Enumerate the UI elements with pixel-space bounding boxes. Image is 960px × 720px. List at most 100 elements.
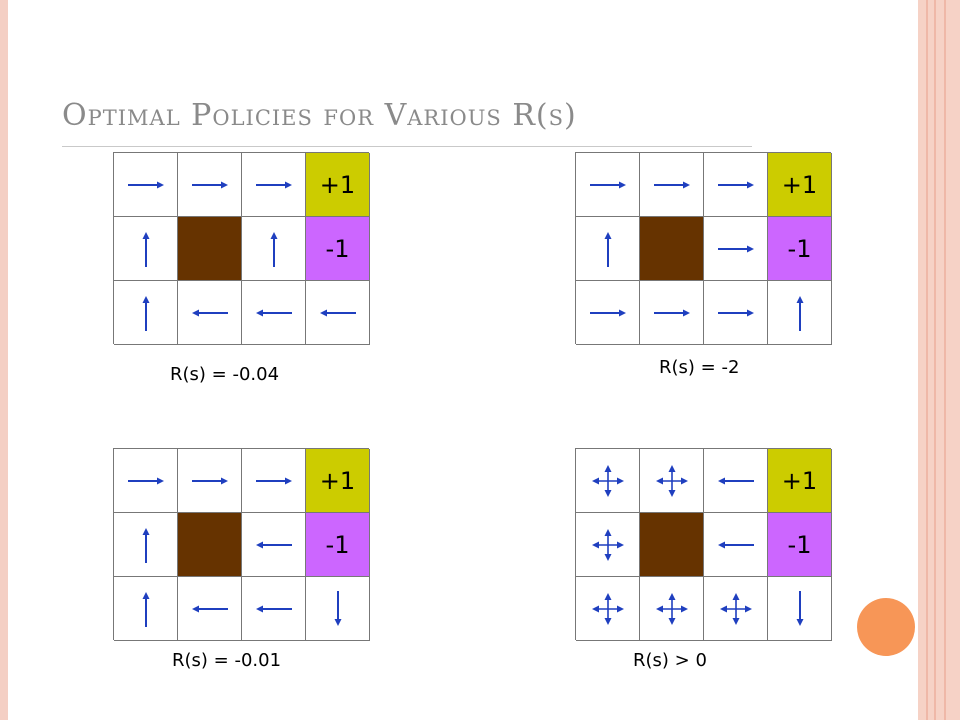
policy-cell [640, 449, 704, 513]
up-arrow-icon [114, 577, 178, 641]
wall-cell [178, 217, 242, 281]
policy-cell [178, 281, 242, 345]
reward-minus-label: -1 [325, 530, 350, 559]
policy-cell [704, 153, 768, 217]
grid-caption-4: R(s) > 0 [633, 650, 707, 671]
policy-cell [242, 281, 306, 345]
right-arrow-icon [242, 449, 306, 513]
right-arrow-icon [640, 281, 704, 345]
grid-caption-2: R(s) = -2 [659, 357, 740, 378]
decorative-orange-circle [857, 598, 915, 656]
policy-cell [242, 449, 306, 513]
policy-cell [704, 577, 768, 641]
left-frame-stripe [0, 0, 8, 720]
policy-cell [768, 281, 832, 345]
policy-cell [178, 577, 242, 641]
goal-cell-plus: +1 [306, 153, 370, 217]
reward-plus-label: +1 [781, 170, 818, 199]
policy-cell [576, 281, 640, 345]
policy-grid-3: +1 -1 [113, 448, 370, 641]
policy-cell [640, 577, 704, 641]
policy-cell [178, 449, 242, 513]
grid-caption-3: R(s) = -0.01 [172, 650, 282, 671]
wall-cell [640, 217, 704, 281]
right-arrow-icon [576, 281, 640, 345]
down-arrow-icon [306, 577, 370, 641]
right-arrow-icon [114, 153, 178, 217]
policy-cell [178, 153, 242, 217]
policy-cell [242, 217, 306, 281]
goal-cell-minus: -1 [306, 217, 370, 281]
policy-cell [576, 153, 640, 217]
right-arrow-icon [704, 217, 768, 281]
left-arrow-icon [242, 281, 306, 345]
policy-cell [114, 513, 178, 577]
left-arrow-icon [242, 577, 306, 641]
policy-cell [114, 153, 178, 217]
policy-cell [576, 449, 640, 513]
policy-cell [768, 577, 832, 641]
policy-cell [114, 217, 178, 281]
reward-plus-label: +1 [319, 466, 356, 495]
left-arrow-icon [306, 281, 370, 345]
policy-cell [242, 513, 306, 577]
goal-cell-minus: -1 [768, 217, 832, 281]
right-frame-stripes [918, 0, 960, 720]
goal-cell-plus: +1 [768, 153, 832, 217]
title-divider [62, 146, 752, 147]
goal-cell-plus: +1 [768, 449, 832, 513]
reward-minus-label: -1 [325, 234, 350, 263]
policy-cell [242, 577, 306, 641]
right-arrow-icon [178, 153, 242, 217]
up-arrow-icon [114, 217, 178, 281]
left-arrow-icon [242, 513, 306, 577]
policy-cell [640, 281, 704, 345]
right-arrow-icon [640, 153, 704, 217]
policy-cell [704, 449, 768, 513]
up-arrow-icon [114, 281, 178, 345]
right-arrow-icon [178, 449, 242, 513]
policy-cell [576, 577, 640, 641]
reward-minus-label: -1 [787, 530, 812, 559]
policy-cell [242, 153, 306, 217]
policy-cell [576, 513, 640, 577]
right-arrow-icon [114, 449, 178, 513]
policy-cell [306, 281, 370, 345]
four-way-arrow-icon [640, 449, 704, 513]
reward-plus-label: +1 [319, 170, 356, 199]
goal-cell-plus: +1 [306, 449, 370, 513]
policy-cell [576, 217, 640, 281]
left-arrow-icon [704, 449, 768, 513]
right-arrow-icon [242, 153, 306, 217]
up-arrow-icon [576, 217, 640, 281]
goal-cell-minus: -1 [768, 513, 832, 577]
four-way-arrow-icon [704, 577, 768, 641]
left-arrow-icon [178, 281, 242, 345]
slide-title: Optimal Policies for Various R(s) [62, 98, 577, 133]
grid-caption-1: R(s) = -0.04 [170, 364, 280, 385]
policy-grid-2: +1 -1 [575, 152, 832, 345]
four-way-arrow-icon [640, 577, 704, 641]
policy-cell [114, 577, 178, 641]
policy-cell [704, 217, 768, 281]
goal-cell-minus: -1 [306, 513, 370, 577]
up-arrow-icon [242, 217, 306, 281]
wall-cell [178, 513, 242, 577]
reward-plus-label: +1 [781, 466, 818, 495]
policy-cell [704, 513, 768, 577]
reward-minus-label: -1 [787, 234, 812, 263]
right-arrow-icon [576, 153, 640, 217]
wall-cell [640, 513, 704, 577]
policy-cell [640, 153, 704, 217]
policy-cell [114, 281, 178, 345]
policy-grid-4: +1 -1 [575, 448, 832, 641]
four-way-arrow-icon [576, 513, 640, 577]
right-arrow-icon [704, 153, 768, 217]
four-way-arrow-icon [576, 449, 640, 513]
policy-grid-1: +1 -1 [113, 152, 370, 345]
down-arrow-icon [768, 577, 832, 641]
policy-cell [306, 577, 370, 641]
up-arrow-icon [114, 513, 178, 577]
policy-cell [704, 281, 768, 345]
four-way-arrow-icon [576, 577, 640, 641]
